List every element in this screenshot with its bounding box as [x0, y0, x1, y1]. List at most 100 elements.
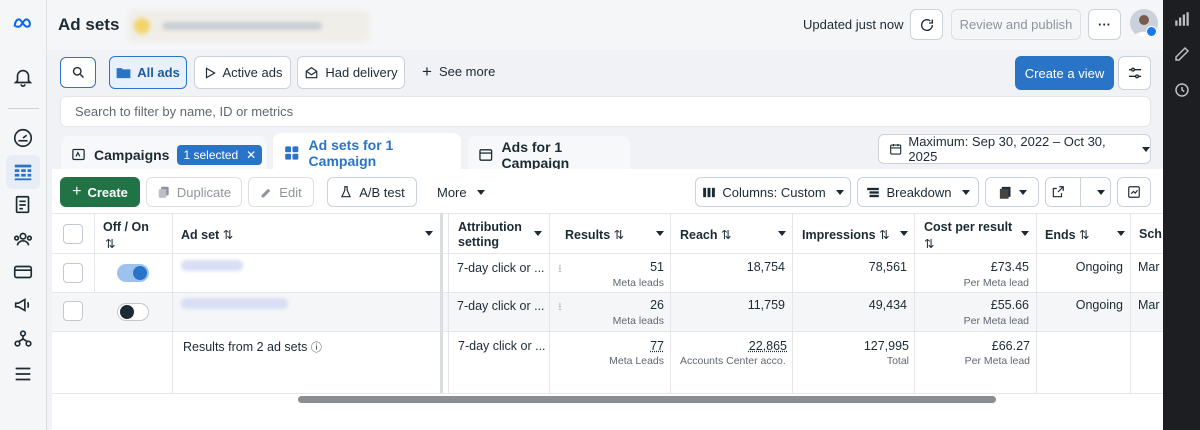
ad-set-name-redacted[interactable]	[181, 298, 288, 309]
more-actions-dropdown[interactable]: More	[437, 185, 485, 200]
col-attribution[interactable]: Attribution setting	[458, 220, 522, 249]
export-dropdown[interactable]	[1045, 177, 1111, 207]
clear-selection-icon[interactable]: ✕	[246, 147, 257, 162]
search-input[interactable]: Search to filter by name, ID or metrics	[60, 96, 1151, 127]
active-ads-filter[interactable]: Active ads	[194, 56, 291, 89]
col-off-on[interactable]: Off / On	[103, 220, 149, 234]
col-schedule[interactable]: Sch	[1139, 227, 1162, 241]
chevron-down-icon[interactable]	[1021, 231, 1029, 236]
pages-icon[interactable]	[10, 193, 36, 217]
chevron-down-icon[interactable]	[778, 231, 786, 236]
frozen-column-divider[interactable]	[440, 213, 443, 393]
table-top-border	[52, 213, 1163, 214]
refresh-icon	[920, 18, 933, 31]
row-checkbox[interactable]	[63, 263, 83, 283]
impressions-cell: 49,434	[868, 298, 907, 312]
sort-icon[interactable]: ⇅	[924, 237, 935, 251]
chevron-down-icon[interactable]	[1117, 231, 1125, 236]
history-clock-icon[interactable]	[1173, 81, 1191, 99]
view-settings-button[interactable]	[1118, 56, 1151, 90]
col-results[interactable]: Results ⇅	[565, 227, 624, 242]
col-impressions[interactable]: Impressions ⇅	[802, 227, 890, 242]
sort-icon[interactable]: ⇅	[613, 228, 625, 242]
chevron-down-icon[interactable]	[425, 231, 433, 236]
selected-chip[interactable]: 1 selected ✕	[177, 144, 263, 165]
chart-view-button[interactable]	[1117, 177, 1151, 207]
summary-impressions-sub: Total	[886, 355, 909, 367]
bar-chart-icon[interactable]	[1173, 10, 1191, 28]
account-selector[interactable]	[128, 10, 370, 42]
delivery-toggle-off[interactable]	[117, 303, 149, 321]
see-more-button[interactable]: + See more	[422, 63, 495, 80]
sliders-icon	[1128, 67, 1141, 79]
col-reach[interactable]: Reach ⇅	[680, 227, 732, 242]
nav-divider	[8, 108, 39, 109]
results-sub: Meta leads	[612, 315, 664, 327]
menu-icon[interactable]	[10, 362, 36, 386]
ends-cell: Ongoing	[1075, 260, 1123, 274]
tab-campaigns[interactable]: Campaigns 1 selected ✕	[61, 136, 267, 173]
had-delivery-filter[interactable]: Had delivery	[297, 56, 405, 89]
audiences-icon[interactable]	[10, 227, 36, 251]
trend-chart-icon	[1128, 186, 1140, 198]
column-divider	[94, 213, 95, 293]
col-ad-set[interactable]: Ad set ⇅	[181, 227, 233, 242]
all-ads-filter[interactable]: All ads	[109, 56, 187, 89]
cost-sub: Per Meta lead	[963, 315, 1029, 327]
chevron-down-icon[interactable]	[534, 231, 542, 236]
facebook-badge-icon	[1146, 26, 1157, 37]
sort-icon[interactable]: ⇅	[222, 228, 234, 242]
business-network-icon[interactable]	[10, 327, 36, 351]
delivery-toggle-on[interactable]	[117, 264, 149, 282]
create-button[interactable]: + Create	[60, 177, 140, 207]
col-cost-per-result[interactable]: Cost per result	[924, 220, 1013, 234]
col-ends-label: Ends	[1045, 228, 1076, 242]
more-options-button[interactable]: ···	[1088, 9, 1121, 40]
billing-card-icon[interactable]	[10, 260, 36, 284]
more-actions-label: More	[437, 185, 467, 200]
ad-set-name-redacted[interactable]	[181, 260, 243, 271]
reports-dropdown[interactable]	[985, 177, 1039, 207]
reach-cell: 11,759	[747, 298, 785, 312]
cost-cell: £73.45	[990, 260, 1029, 274]
col-ends[interactable]: Ends ⇅	[1045, 227, 1090, 242]
impressions-cell: 78,561	[868, 260, 907, 274]
sort-icon[interactable]: ⇅	[879, 228, 890, 242]
all-ads-label: All ads	[137, 65, 180, 80]
ads-manager-table-icon[interactable]	[10, 160, 36, 184]
chevron-down-icon	[961, 189, 970, 195]
review-publish-button[interactable]: Review and publish	[951, 9, 1081, 40]
chevron-down-icon[interactable]	[656, 231, 664, 236]
column-divider	[172, 213, 173, 393]
meta-logo-icon[interactable]	[10, 12, 36, 36]
breakdown-dropdown[interactable]: Breakdown	[857, 177, 979, 207]
select-all-checkbox[interactable]	[63, 224, 83, 244]
sort-icon[interactable]: ⇅	[1079, 228, 1090, 242]
horizontal-scrollbar[interactable]	[298, 396, 996, 403]
tab-ad-sets[interactable]: Ad sets for 1 Campaign	[273, 133, 461, 173]
edit-button[interactable]: Edit	[248, 177, 314, 207]
info-icon[interactable]: ⓘ	[310, 342, 322, 354]
create-view-button[interactable]: Create a view	[1015, 56, 1114, 90]
refresh-button[interactable]	[910, 9, 943, 40]
sort-icon[interactable]: ⇅	[721, 228, 732, 242]
flask-icon	[341, 186, 352, 198]
sort-icon[interactable]: ⇅	[105, 237, 116, 251]
ab-test-button[interactable]: A/B test	[327, 177, 417, 207]
cost-sub: Per Meta lead	[963, 277, 1029, 289]
download-icon[interactable]: ⭳	[558, 301, 562, 313]
date-range-picker[interactable]: Maximum: Sep 30, 2022 – Oct 30, 2025	[878, 134, 1151, 164]
dashboard-gauge-icon[interactable]	[10, 126, 36, 150]
row-checkbox[interactable]	[63, 301, 83, 321]
search-button[interactable]	[60, 57, 96, 88]
summary-results[interactable]: 77	[650, 339, 664, 353]
bell-icon[interactable]	[10, 65, 36, 89]
summary-reach[interactable]: 22,865	[748, 339, 787, 353]
duplicate-button[interactable]: Duplicate	[146, 177, 242, 207]
chevron-down-icon[interactable]	[900, 231, 908, 236]
megaphone-icon[interactable]	[10, 293, 36, 317]
columns-dropdown[interactable]: Columns: Custom	[695, 177, 851, 207]
pencil-icon[interactable]	[1173, 45, 1191, 63]
download-icon[interactable]: ⭳	[558, 263, 562, 275]
tab-ads[interactable]: Ads for 1 Campaign	[468, 136, 630, 173]
